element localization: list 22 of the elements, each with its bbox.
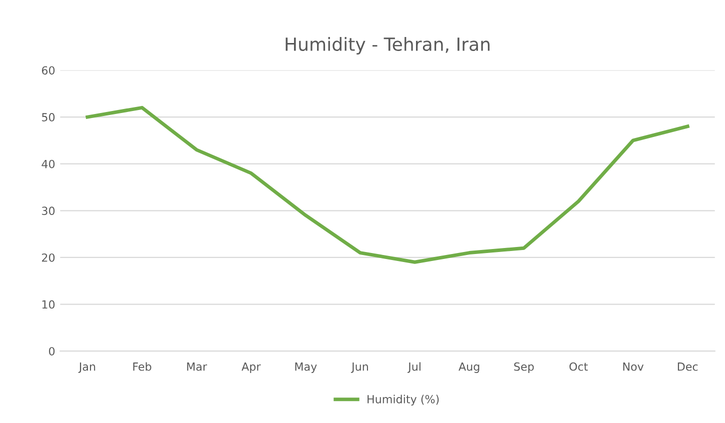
y-tick-label: 30 (42, 206, 55, 216)
x-tick-label: Apr (242, 362, 261, 373)
y-tick-label: 10 (42, 300, 55, 309)
x-tick-label: Jun (350, 362, 368, 373)
y-tick-label: 20 (42, 253, 55, 262)
x-tick-label: Mar (187, 362, 208, 371)
x-tick-label: May (295, 362, 317, 373)
x-tick-label: Nov (623, 362, 644, 371)
y-tick-label: 0 (48, 347, 55, 356)
chart-title: Humidity - Tehran, Iran (286, 37, 490, 55)
legend-label: Humidity (%) (368, 394, 439, 406)
x-tick-label: Dec (678, 362, 698, 371)
x-tick-label: Oct (569, 362, 588, 371)
y-tick-label: 40 (42, 160, 55, 168)
x-tick-label: Sep (514, 362, 534, 373)
y-tick-label: 50 (42, 113, 55, 122)
x-tick-label: Jul (408, 362, 420, 373)
x-tick-label: Feb (133, 362, 152, 371)
line-series (86, 106, 690, 264)
x-tick-label: Jan (78, 362, 96, 373)
y-tick-label: 60 (42, 66, 55, 75)
x-tick-label: Aug (458, 362, 480, 373)
